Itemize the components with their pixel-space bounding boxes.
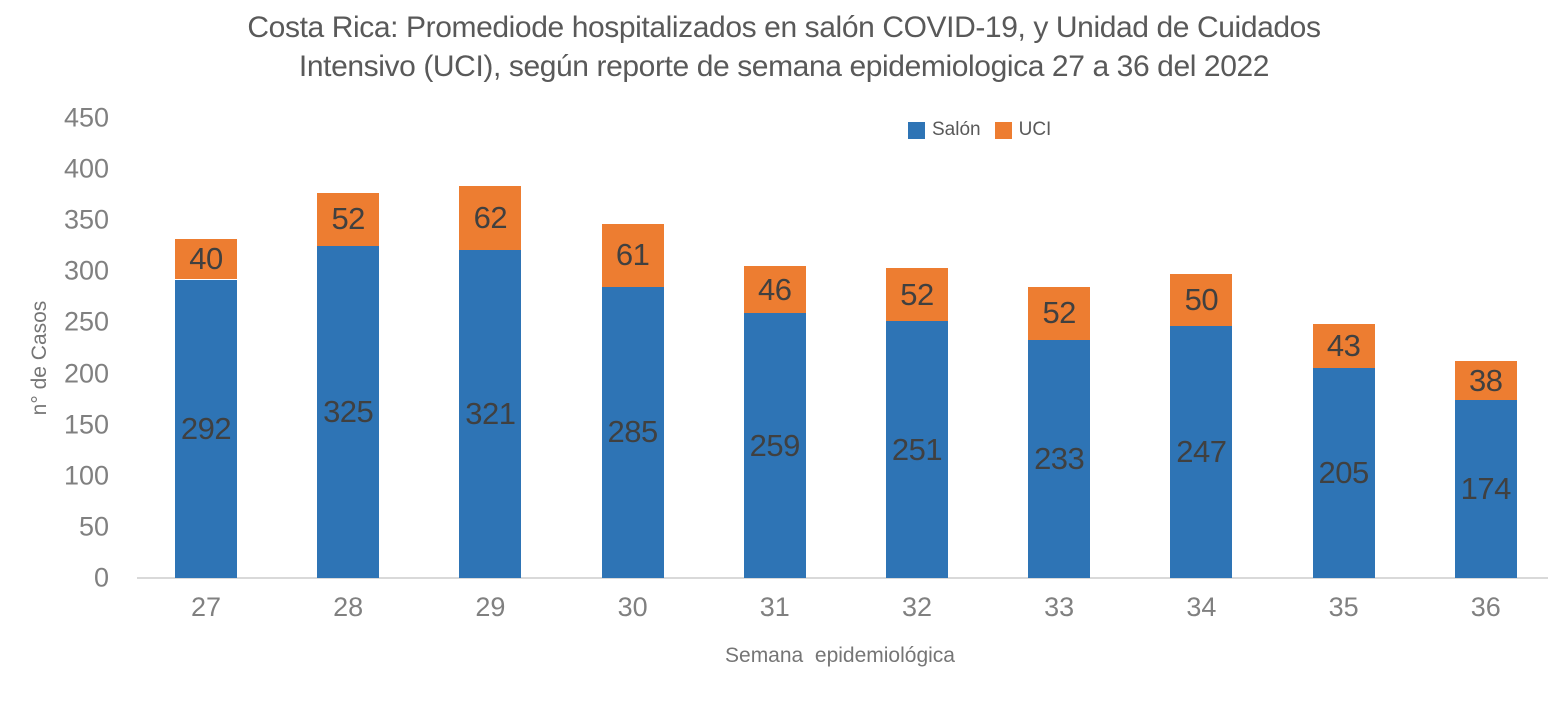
data-label-salon-week-32: 251 bbox=[891, 431, 943, 467]
x-tick-label-34: 34 bbox=[1186, 592, 1217, 622]
data-label-salon-week-31: 259 bbox=[749, 427, 801, 463]
salon-series-swatch-icon bbox=[908, 121, 925, 139]
data-label-uci-week-28: 52 bbox=[331, 201, 365, 237]
x-tick-label-33: 33 bbox=[1044, 592, 1075, 622]
data-label-salon-week-33: 233 bbox=[1034, 440, 1085, 476]
bar-segment-uci-week-32 bbox=[886, 268, 948, 322]
chart-title-line-2: Intensivo (UCI), según reporte de semana… bbox=[298, 50, 1270, 83]
data-label-uci-week-27: 40 bbox=[189, 241, 223, 277]
x-tick-label-36: 36 bbox=[1470, 592, 1501, 622]
bar-segment-uci-week-30 bbox=[601, 224, 664, 287]
bar-segment-salon-week-34 bbox=[1170, 325, 1233, 578]
bar-segment-uci-week-28 bbox=[317, 192, 380, 246]
data-label-salon-week-27: 292 bbox=[180, 410, 232, 446]
bar-segment-salon-week-30 bbox=[601, 286, 664, 578]
bar-segment-uci-week-36 bbox=[1454, 361, 1517, 401]
bar-segment-salon-week-36 bbox=[1454, 400, 1517, 578]
bar-segment-uci-week-31 bbox=[743, 266, 806, 314]
x-tick-label-28: 28 bbox=[333, 592, 364, 622]
data-label-salon-week-35: 205 bbox=[1318, 455, 1369, 491]
bar-segment-uci-week-35 bbox=[1312, 324, 1375, 369]
bar-segment-uci-week-29 bbox=[459, 186, 522, 250]
data-label-salon-week-28: 325 bbox=[323, 393, 374, 429]
bar-segment-salon-week-32 bbox=[886, 321, 948, 578]
y-tick-label-50: 50 bbox=[78, 511, 109, 542]
legend-label-uci: UCI bbox=[1018, 119, 1052, 140]
bar-segment-salon-week-27 bbox=[175, 279, 237, 578]
x-tick-label-35: 35 bbox=[1328, 592, 1359, 622]
chart-title: Costa Rica: Promediode hospitalizados en… bbox=[20, 8, 1548, 86]
data-label-uci-week-34: 50 bbox=[1184, 281, 1219, 317]
data-label-uci-week-31: 46 bbox=[758, 271, 792, 307]
y-tick-label-450: 450 bbox=[63, 102, 109, 133]
bar-segment-uci-week-33 bbox=[1028, 286, 1091, 340]
x-tick-label-29: 29 bbox=[475, 592, 506, 622]
x-tick-label-32: 32 bbox=[901, 592, 933, 622]
chart-title-line-1: Costa Rica: Promediode hospitalizados en… bbox=[247, 11, 1321, 44]
bar-segment-uci-week-27 bbox=[175, 238, 237, 280]
legend: Salón UCI bbox=[908, 119, 1051, 141]
data-label-uci-week-30: 61 bbox=[615, 237, 650, 273]
legend-item-uci: UCI bbox=[994, 119, 1052, 141]
bar-segment-salon-week-31 bbox=[743, 313, 806, 578]
bar-segment-uci-week-34 bbox=[1170, 274, 1233, 326]
y-tick-label-0: 0 bbox=[93, 562, 109, 593]
bar-segment-salon-week-33 bbox=[1028, 339, 1091, 578]
x-tick-label-27: 27 bbox=[190, 592, 222, 622]
x-axis-line bbox=[137, 577, 1548, 579]
y-tick-label-400: 400 bbox=[63, 153, 109, 184]
y-tick-label-100: 100 bbox=[63, 460, 109, 491]
data-label-uci-week-36: 38 bbox=[1469, 362, 1503, 398]
data-label-salon-week-36: 174 bbox=[1460, 471, 1512, 507]
y-tick-label-250: 250 bbox=[63, 306, 109, 337]
y-tick-label-300: 300 bbox=[63, 255, 109, 286]
data-label-uci-week-29: 62 bbox=[473, 200, 508, 236]
bar-segment-salon-week-35 bbox=[1312, 368, 1375, 578]
data-label-salon-week-29: 321 bbox=[465, 395, 516, 431]
bar-segment-salon-week-28 bbox=[317, 245, 380, 578]
bar-segment-salon-week-29 bbox=[459, 249, 522, 578]
x-axis-title: Semana epidemiológica bbox=[725, 644, 955, 667]
uci-series-swatch-icon bbox=[994, 121, 1012, 139]
legend-item-salon: Salón bbox=[908, 119, 981, 141]
x-tick-label-30: 30 bbox=[617, 592, 648, 622]
data-label-uci-week-35: 43 bbox=[1326, 328, 1361, 364]
data-label-salon-week-30: 285 bbox=[607, 414, 658, 450]
data-label-uci-week-32: 52 bbox=[900, 276, 934, 312]
data-label-uci-week-33: 52 bbox=[1042, 295, 1076, 331]
y-tick-label-200: 200 bbox=[63, 358, 109, 389]
data-label-salon-week-34: 247 bbox=[1176, 433, 1227, 469]
legend-label-salon: Salón bbox=[932, 119, 981, 140]
y-tick-label-350: 350 bbox=[63, 204, 109, 235]
y-tick-label-150: 150 bbox=[63, 409, 109, 440]
x-tick-label-31: 31 bbox=[759, 592, 790, 622]
